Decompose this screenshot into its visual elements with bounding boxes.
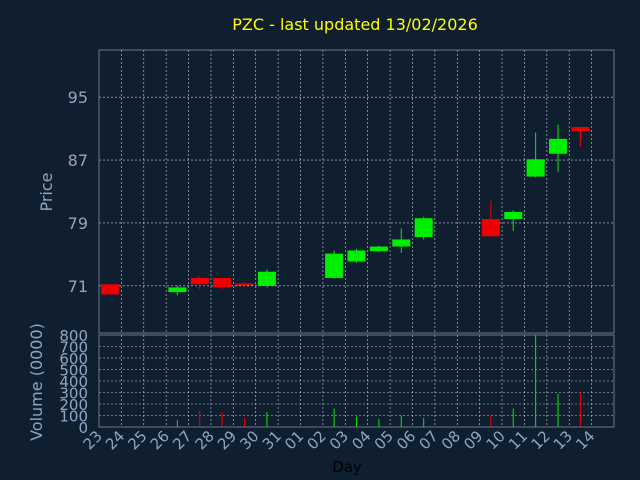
volume-plot-border <box>98 334 615 428</box>
price-tick-label: 79 <box>68 214 88 233</box>
volume-axis-label: Volume (0000) <box>27 323 46 441</box>
candle-body <box>325 253 344 278</box>
price-tick-label: 95 <box>68 88 88 107</box>
candle-body <box>369 246 388 252</box>
candle-body <box>257 271 276 286</box>
volume-tick-label: 500 <box>59 362 88 380</box>
price-axis-label: Price <box>37 172 56 211</box>
volume-tick-label: 100 <box>59 408 88 426</box>
volume-tick-label: 800 <box>59 327 88 345</box>
price-plot-border <box>98 49 615 334</box>
volume-tick-label: 600 <box>59 350 88 368</box>
candle-body <box>549 138 568 154</box>
price-tick-label: 87 <box>68 151 88 170</box>
candle-body <box>414 218 433 238</box>
candle-body <box>190 277 209 285</box>
candle-body <box>168 287 187 293</box>
candle-body <box>101 284 120 295</box>
x-axis-label: Day <box>332 458 362 476</box>
volume-tick-label: 400 <box>59 373 88 391</box>
candle-body <box>235 283 254 286</box>
price-tick-label: 71 <box>68 277 88 296</box>
price-panel: 71 79 87 95 <box>68 49 615 334</box>
chart-title: PZC - last updated 13/02/2026 <box>232 15 478 34</box>
volume-tick-label: 300 <box>59 385 88 403</box>
candle-body <box>392 239 411 247</box>
candle-body <box>571 127 590 131</box>
volume-tick-label: 0 <box>78 419 88 437</box>
candle-body <box>347 250 366 262</box>
candle-body <box>526 159 545 177</box>
candle-body <box>213 277 232 288</box>
volume-tick-label: 200 <box>59 396 88 414</box>
volume-tick-label: 700 <box>59 339 88 357</box>
x-axis: 2324252627282930310102030405060708091011… <box>80 427 599 453</box>
candle-body <box>504 211 523 220</box>
candle-body <box>481 219 500 237</box>
